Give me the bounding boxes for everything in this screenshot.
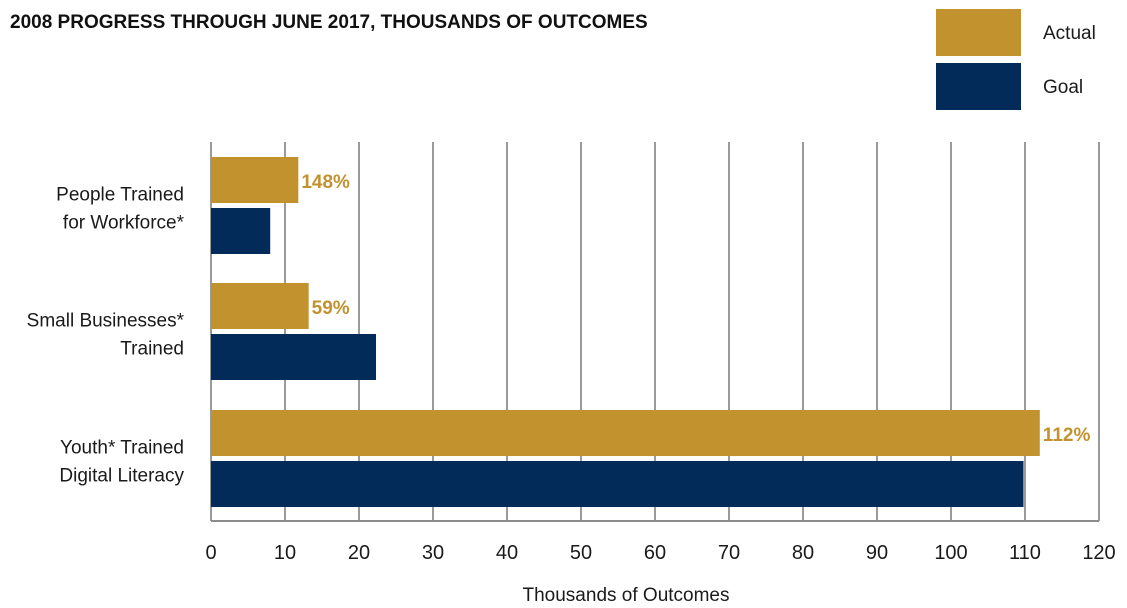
x-tick-label: 70 <box>718 542 740 564</box>
bar-actual <box>211 410 1040 456</box>
x-tick-label: 40 <box>496 542 518 564</box>
x-tick-label: 30 <box>422 542 444 564</box>
x-tick-label: 0 <box>205 542 216 564</box>
chart-title: 2008 PROGRESS THROUGH JUNE 2017, THOUSAN… <box>10 12 648 33</box>
gridlines <box>210 142 1100 522</box>
legend-swatch-goal <box>936 63 1021 110</box>
bar-goal <box>211 461 1024 507</box>
x-tick-labels: 0 10 20 30 40 50 60 70 80 90 100 110 120 <box>205 542 1115 564</box>
bar-actual <box>211 283 309 329</box>
data-label: 59% <box>312 298 350 319</box>
bar-actual <box>211 157 299 203</box>
category-label: People Trained <box>56 185 184 206</box>
x-tick-label: 90 <box>866 542 888 564</box>
legend-label: Goal <box>1043 77 1083 98</box>
category-labels: People Trained for Workforce* Small Busine… <box>27 185 185 487</box>
category-label: Digital Literacy <box>59 466 184 487</box>
legend-swatch-actual <box>936 9 1021 56</box>
x-tick-label: 10 <box>274 542 296 564</box>
bar-goal <box>211 334 377 380</box>
bars <box>211 157 1040 507</box>
bar-goal <box>211 208 271 254</box>
category-label: for Workforce* <box>63 213 185 234</box>
legend-label: Actual <box>1043 23 1096 44</box>
data-labels: 148% 59% 112% <box>301 172 1090 446</box>
x-tick-label: 50 <box>570 542 592 564</box>
x-tick-label: 20 <box>348 542 370 564</box>
x-tick-label: 100 <box>934 542 967 564</box>
data-label: 148% <box>301 172 350 193</box>
x-axis-title: Thousands of Outcomes <box>523 585 730 603</box>
x-tick-label: 60 <box>644 542 666 564</box>
data-label: 112% <box>1043 425 1091 446</box>
category-label: Trained <box>120 339 184 360</box>
category-label: Youth* Trained <box>60 438 184 459</box>
x-tick-label: 110 <box>1009 542 1041 564</box>
x-tick-label: 120 <box>1082 542 1115 564</box>
x-tick-label: 80 <box>792 542 814 564</box>
category-label: Small Businesses* <box>27 311 185 332</box>
legend: Actual Goal <box>936 9 1096 110</box>
